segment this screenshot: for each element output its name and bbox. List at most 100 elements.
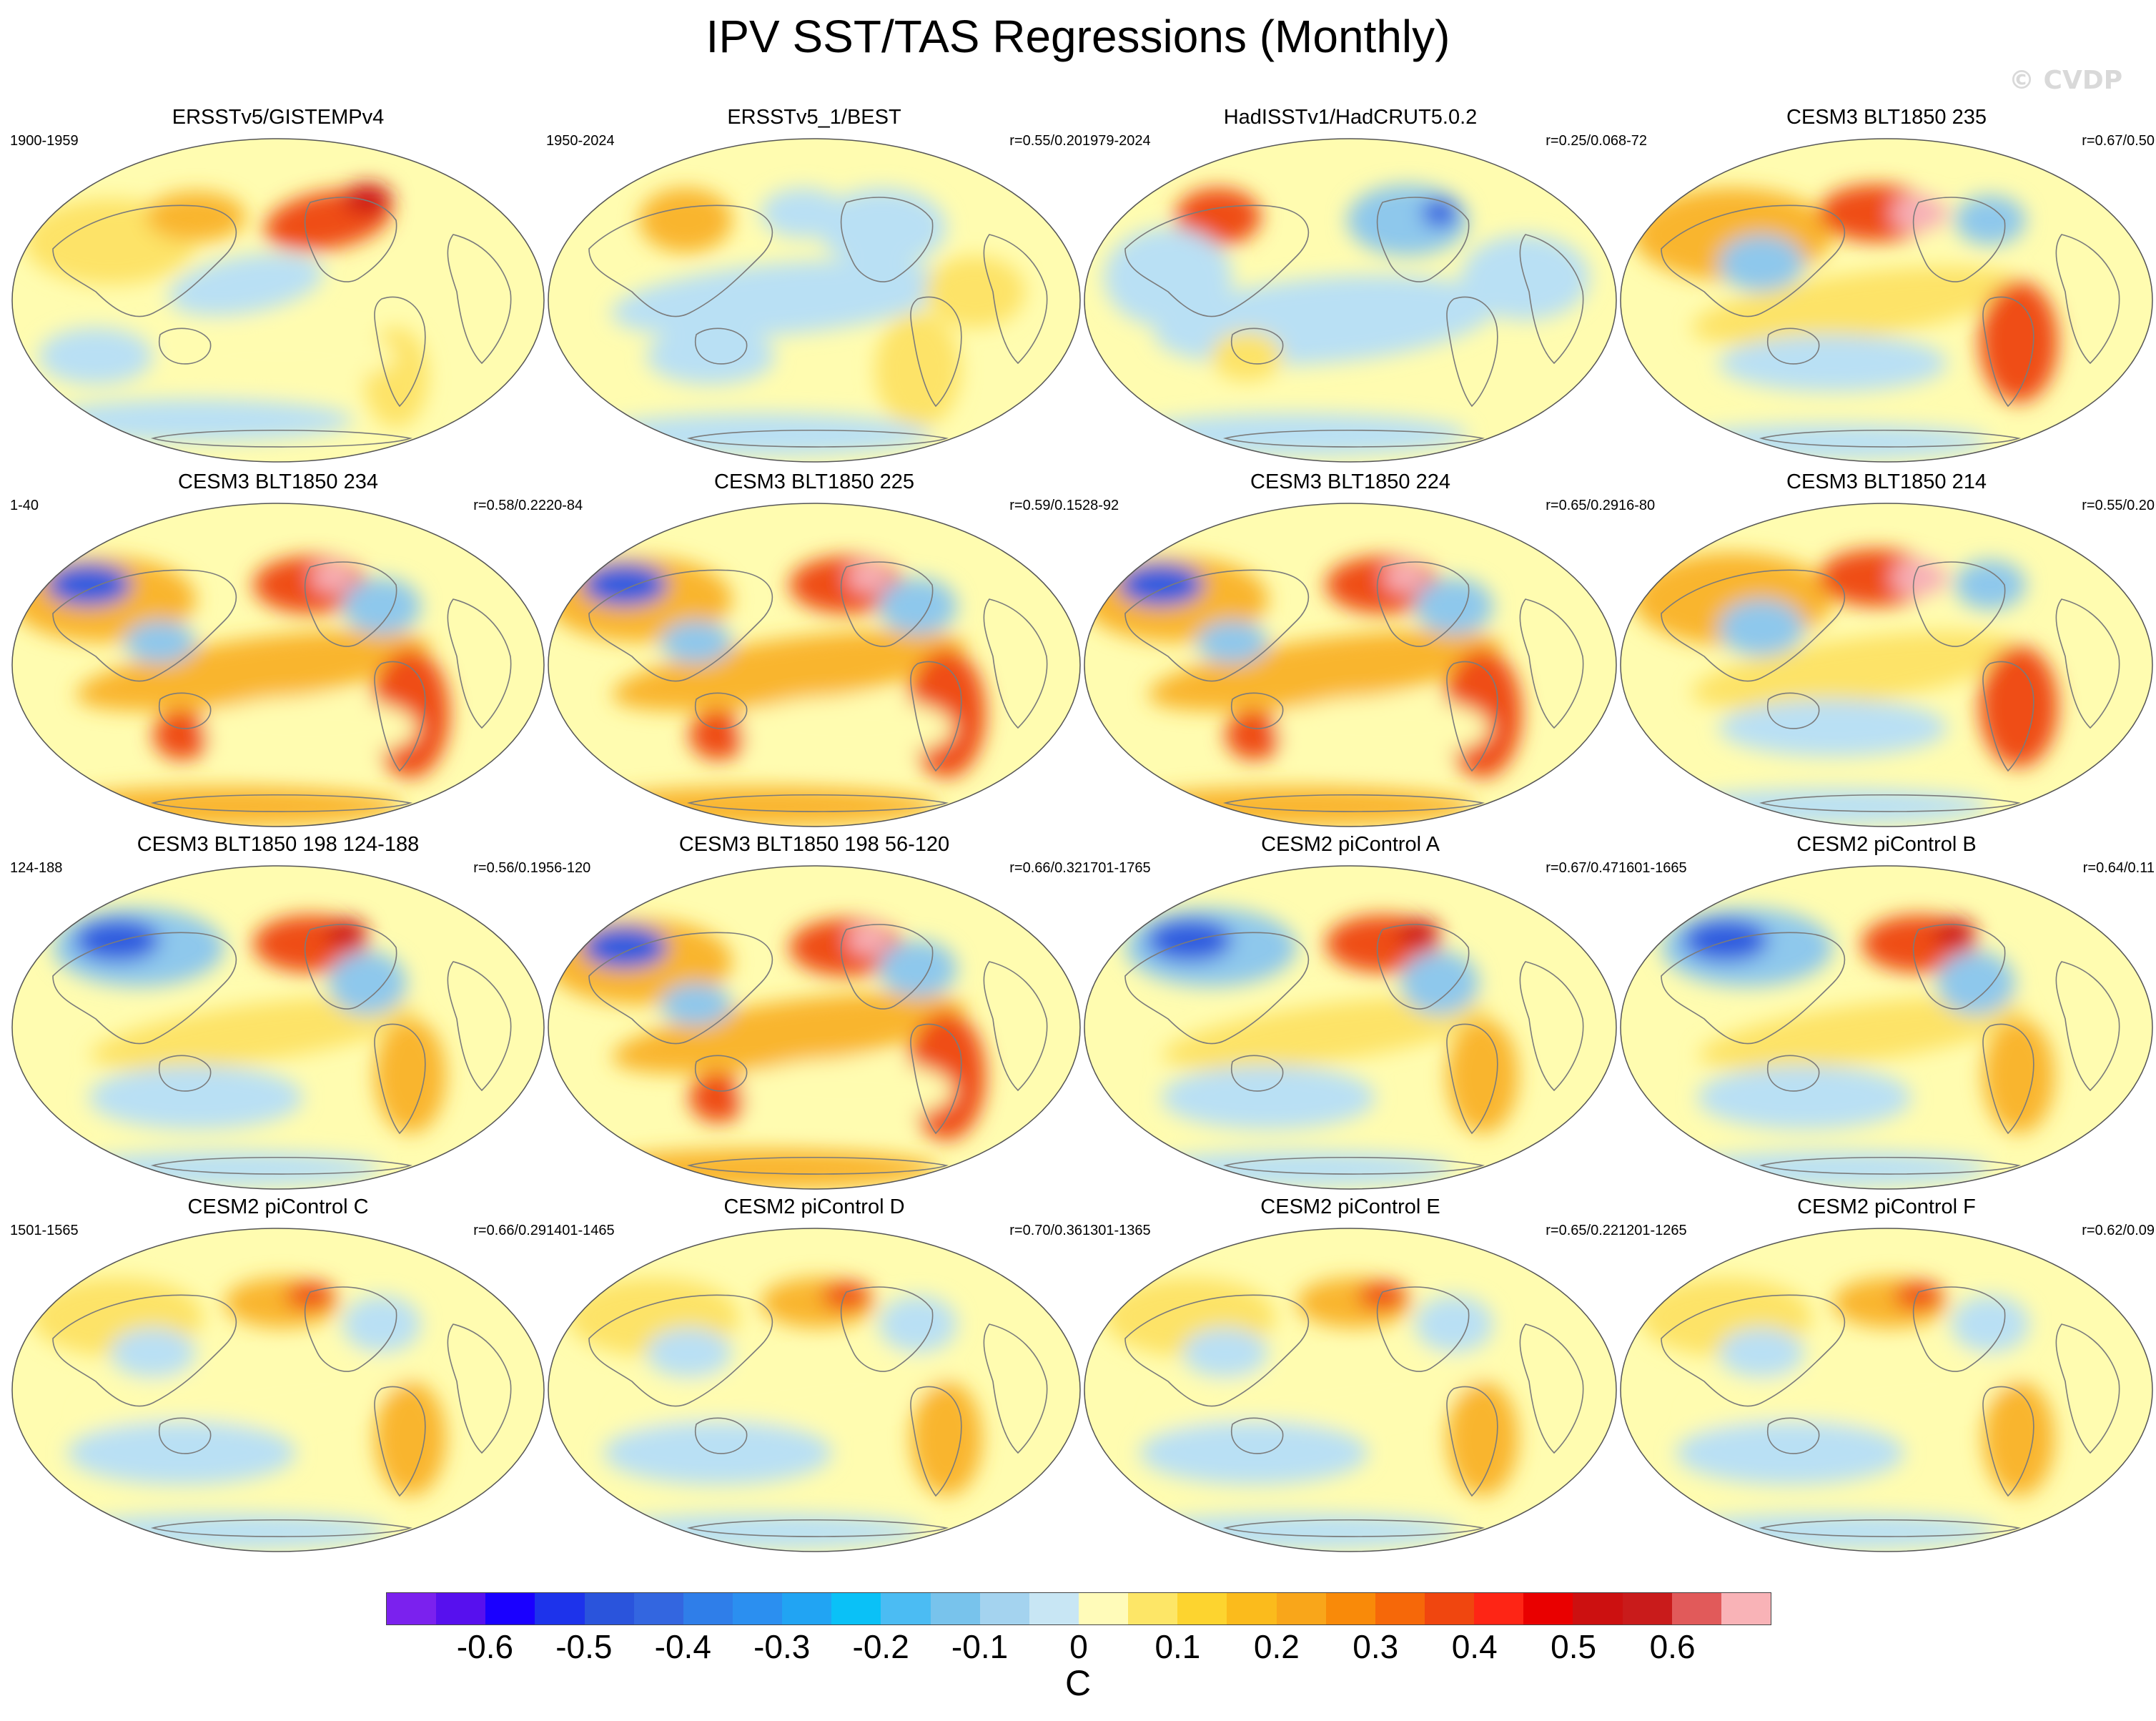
coastline (1231, 327, 1284, 365)
coastline (1767, 1417, 1820, 1454)
map-panel: CESM2 piControl C 1501-1565 r=0.66/0.29 (10, 1195, 546, 1553)
colorbar-swatch (1721, 1593, 1771, 1624)
anomaly-region (168, 253, 324, 316)
anomaly-region (342, 1296, 421, 1353)
anomaly-region (925, 256, 1025, 327)
map-panel: ERSSTv5/GISTEMPv4 1900-1959 (10, 106, 546, 463)
colorbar-swatch (1276, 1593, 1326, 1624)
anomaly-region (1668, 1514, 1997, 1549)
anomaly-region (1890, 195, 1947, 231)
anomaly-region (596, 1514, 925, 1549)
anomaly-region (689, 710, 746, 760)
panel-correlation: r=0.62/0.09 (2082, 1223, 2155, 1238)
map-border (11, 138, 545, 463)
coastline (695, 327, 748, 365)
regression-map (548, 503, 1081, 827)
anomaly-region (639, 188, 732, 252)
coastline (1222, 1519, 1485, 1537)
panel-title: CESM2 piControl E (1260, 1195, 1440, 1218)
colorbar-tick-label: -0.1 (951, 1628, 1009, 1665)
coastline (1759, 794, 2021, 812)
colorbar-swatch (387, 1593, 437, 1624)
anomaly-region (74, 919, 160, 962)
colorbar-swatch (1128, 1593, 1178, 1624)
coastline (983, 234, 1048, 365)
anomaly-region (1979, 646, 2058, 767)
colorbar-tick-label: -0.5 (555, 1628, 613, 1665)
anomaly-region (167, 327, 396, 385)
anomaly-region (689, 1072, 746, 1123)
regression-map (1084, 138, 1617, 463)
anomaly-region (1225, 710, 1282, 760)
map-panel: CESM2 piControl A 1701-1765 r=0.67/0.47 (1082, 833, 1618, 1190)
colorbar-swatch (1573, 1593, 1623, 1624)
map-border (1084, 503, 1617, 827)
anomaly-region (1719, 235, 1804, 292)
panel-title: ERSSTv5_1/BEST (727, 106, 901, 129)
panel-correlation: r=0.58/0.22 (473, 498, 546, 513)
anomaly-region (661, 983, 732, 1026)
colorbar-tick-label: -0.3 (753, 1628, 811, 1665)
coastline (686, 1156, 949, 1175)
regression-map (1620, 865, 2153, 1190)
panel-title: CESM2 piControl B (1796, 833, 1977, 856)
map-panel: ERSSTv5_1/BEST 1950-2024 r=0.55/0.20 (546, 106, 1082, 463)
anomaly-region (821, 1281, 871, 1310)
panel-period: 1900-1959 (10, 133, 79, 149)
anomaly-region (1415, 578, 1493, 635)
anomaly-region (589, 413, 932, 456)
coastline (52, 204, 237, 317)
panel-title: CESM2 piControl A (1261, 833, 1440, 856)
colorbar-tick-label: 0.3 (1353, 1628, 1399, 1665)
coastline (1767, 327, 1820, 365)
colorbar-units-label: C (1064, 1663, 1092, 1703)
regression-map (1084, 503, 1617, 827)
anomaly-region (1933, 919, 1976, 947)
coastline (1912, 561, 2006, 647)
map-panel: CESM2 piControl F 1201-1265 r=0.62/0.09 (1618, 1195, 2155, 1553)
anomaly-region (89, 1065, 303, 1130)
anomaly-region (911, 1381, 982, 1496)
colorbar-tick-label: 0.6 (1649, 1628, 1696, 1665)
coastline (983, 961, 1048, 1092)
colorbar-swatch (1325, 1593, 1375, 1624)
coastline (686, 1519, 949, 1537)
anomaly-region (67, 1151, 382, 1187)
coastline (1231, 1055, 1284, 1092)
regression-map (1620, 138, 2153, 463)
anomaly-region (110, 1328, 196, 1378)
coastline (159, 327, 212, 365)
map-panel: CESM3 BLT1850 224 28-92 r=0.65/0.29 (1082, 470, 1618, 828)
panel-title: CESM3 BLT1850 198 124-188 (137, 833, 420, 856)
panel-correlation: r=0.59/0.15 (1009, 498, 1082, 513)
panel-period: 1-40 (10, 498, 39, 513)
colorbar-swatch (535, 1593, 585, 1624)
panel-correlation: r=0.66/0.29 (473, 1223, 546, 1238)
coastline (1982, 661, 2034, 772)
regression-map (548, 1228, 1081, 1552)
anomaly-region (1182, 1328, 1268, 1378)
coastline (1982, 1023, 2034, 1135)
coastline (588, 204, 773, 317)
anomaly-region (1691, 1359, 2017, 1432)
anomaly-region (1719, 1328, 1804, 1378)
coastline (1982, 1386, 2034, 1497)
anomaly-region (846, 563, 889, 592)
coastline (159, 1055, 212, 1092)
anomaly-region (1676, 424, 1990, 460)
map-panel: CESM3 BLT1850 234 1-40 r=0.58/0.22 (10, 470, 546, 828)
panel-title: CESM2 piControl C (187, 1195, 369, 1218)
anomaly-region (1719, 335, 1947, 392)
coastline (910, 296, 962, 408)
panel-period: 1601-1665 (1618, 860, 1687, 876)
anomaly-region (610, 260, 954, 338)
anomaly-region (879, 940, 957, 997)
anomaly-region (1954, 560, 2026, 610)
coastline (910, 1386, 962, 1497)
anomaly-region (1132, 1514, 1461, 1549)
panel-title: CESM3 BLT1850 198 56-120 (678, 833, 950, 856)
coastline (1759, 1156, 2021, 1175)
anomaly-region (1397, 919, 1440, 947)
coastline (1446, 1386, 1498, 1497)
coastline (840, 561, 934, 647)
